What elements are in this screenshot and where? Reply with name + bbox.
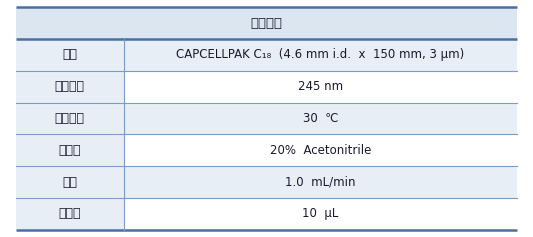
Text: 245 nm: 245 nm (298, 80, 343, 93)
Text: 주입량: 주입량 (59, 207, 81, 220)
Bar (16, 39, 124, 71)
Text: CAPCELLPAK C₁₈  (4.6 mm i.d.  x  150 mm, 3 μm): CAPCELLPAK C₁₈ (4.6 mm i.d. x 150 mm, 3 … (176, 48, 464, 61)
Bar (16, 166, 124, 198)
Text: 20%  Acetonitrile: 20% Acetonitrile (270, 144, 371, 157)
Bar (124, 198, 517, 230)
Bar (124, 103, 517, 134)
Bar (16, 134, 124, 166)
Text: 콜럼: 콜럼 (62, 48, 77, 61)
Bar (16, 103, 124, 134)
Bar (124, 166, 517, 198)
Text: 분석조건: 분석조건 (251, 17, 282, 30)
Text: 검출파장: 검출파장 (55, 80, 85, 93)
Bar (16, 71, 124, 103)
Text: 유속: 유속 (62, 176, 77, 189)
Text: 이동상: 이동상 (59, 144, 81, 157)
Text: 30  ℃: 30 ℃ (303, 112, 338, 125)
Text: 1.0  mL/min: 1.0 mL/min (285, 176, 356, 189)
Bar (124, 134, 517, 166)
Bar (16, 7, 517, 39)
Text: 콜럼온도: 콜럼온도 (55, 112, 85, 125)
Text: 10  μL: 10 μL (302, 207, 338, 220)
Bar (124, 71, 517, 103)
Bar (16, 198, 124, 230)
Bar (124, 39, 517, 71)
